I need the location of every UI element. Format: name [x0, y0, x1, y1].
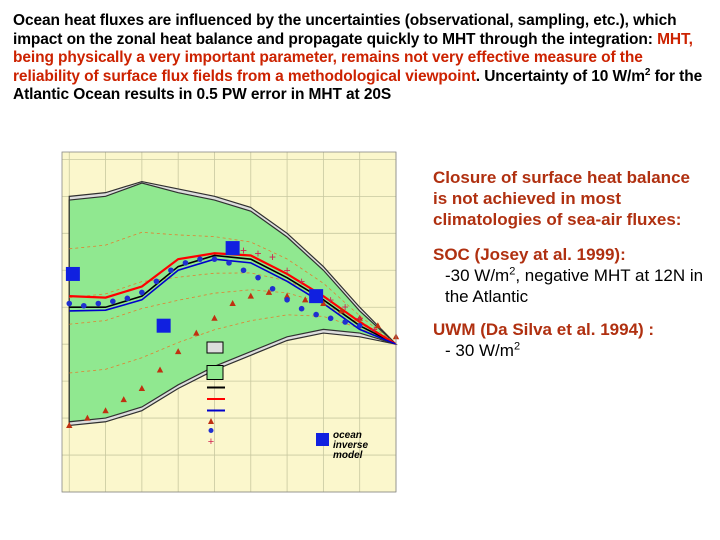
legend-inverse-label-2: model — [333, 450, 363, 461]
soc-marker — [211, 314, 218, 321]
uwm-marker — [211, 256, 218, 262]
uwm-sup: 2 — [513, 340, 521, 353]
header-part1: Ocean heat fluxes are influenced by the … — [13, 12, 677, 48]
legend-swatch-corrections — [206, 365, 224, 380]
soc-marker — [66, 421, 73, 428]
soc-marker — [102, 407, 109, 414]
soc-marker — [174, 348, 182, 355]
ifm-marker: + — [269, 250, 276, 264]
uwm-title: UWM (Da Silva et al. 1994) : — [433, 320, 655, 339]
contour-up-0 — [69, 231, 397, 345]
legend-inverse-label-0: ocean — [333, 430, 362, 441]
soc-marker — [265, 288, 273, 295]
uwm-marker — [124, 295, 131, 302]
uwm-marker — [139, 289, 145, 296]
line-series-2 — [69, 258, 397, 345]
uwm-marker — [182, 260, 189, 266]
uwm-marker — [153, 278, 160, 285]
uwm-marker — [356, 322, 363, 329]
right-panel: Closure of surface heat balance is not a… — [433, 167, 708, 361]
legend-swatch-tri — [208, 418, 214, 424]
soc-marker — [320, 300, 327, 307]
ifm-marker: + — [371, 322, 378, 336]
soc-marker — [120, 396, 127, 403]
uwm-text: - 30 W/m2 — [433, 340, 708, 361]
soc-text-a: -30 W/m — [445, 266, 510, 285]
uwm-marker — [269, 285, 276, 292]
soc-marker — [229, 300, 236, 307]
header-part3: . Uncertainty of 10 W/m — [475, 67, 645, 85]
uwm-marker — [342, 319, 348, 325]
ifm-marker: + — [327, 293, 334, 307]
soc-text: -30 W/m2, negative MHT at 12N in the Atl… — [433, 265, 708, 307]
soc-marker — [283, 292, 291, 299]
header-highlight: MHT, being physically a very important p… — [13, 30, 693, 85]
series-markers: +++++++++++ — [65, 241, 400, 428]
uwm-marker — [110, 298, 116, 305]
slide-header: Ocean heat fluxes are influenced by the … — [13, 12, 713, 105]
uwm-marker — [168, 267, 174, 274]
uwm-marker — [327, 315, 334, 322]
uwm-marker — [95, 300, 102, 307]
uwm-marker — [197, 256, 203, 262]
ifm-marker: + — [284, 263, 291, 277]
contour-lo-0 — [69, 314, 397, 374]
closure-text: Closure of surface heat balance is not a… — [433, 168, 690, 229]
soc-title: SOC (Josey at al. 1999): — [433, 245, 626, 264]
legend-swatch-inverse — [316, 433, 329, 446]
ifm-marker: + — [298, 274, 305, 288]
inverse-model-marker — [309, 289, 324, 304]
soc-marker — [374, 322, 382, 329]
ifm-marker: + — [240, 243, 247, 257]
soc-marker — [338, 307, 345, 314]
uwm-marker — [284, 297, 290, 303]
inverse-model-marker — [65, 266, 80, 281]
soc-text-b: , negative MHT at 12N in the Atlantic — [445, 266, 704, 306]
contour-lo-1 — [69, 289, 397, 345]
uwm-marker — [298, 305, 305, 312]
uwm-marker — [255, 274, 261, 281]
soc-marker — [302, 296, 309, 303]
soc-marker — [193, 329, 200, 336]
legend-swatch-scheme — [206, 341, 224, 354]
header-part4: for the Atlantic Ocean results in 0.5 PW… — [13, 67, 703, 104]
uwm-marker — [226, 260, 232, 266]
uwm-marker — [80, 302, 87, 309]
inverse-model-marker — [156, 318, 171, 333]
ifm-marker: + — [342, 300, 349, 314]
uwm-text-a: - 30 W/m — [445, 341, 514, 360]
ifm-marker: + — [356, 311, 363, 325]
legend-inverse-label-1: inverse — [333, 440, 368, 451]
header-sup: 2 — [644, 66, 651, 78]
soc-marker — [156, 366, 164, 373]
soc-marker — [356, 314, 363, 321]
uwm-marker — [240, 267, 247, 274]
plot-frame — [61, 151, 397, 493]
soc-sup: 2 — [509, 265, 516, 278]
soc-marker — [84, 414, 91, 421]
legend-swatch-dot — [208, 428, 214, 433]
uwm-marker — [313, 311, 319, 318]
ifm-marker: + — [255, 246, 262, 260]
uwm-marker — [66, 300, 73, 307]
axes — [61, 151, 397, 493]
legend-swatch-plus: + — [208, 436, 214, 448]
soc-marker — [138, 385, 146, 392]
soc-marker — [247, 292, 254, 299]
inverse-model-marker — [225, 241, 240, 256]
